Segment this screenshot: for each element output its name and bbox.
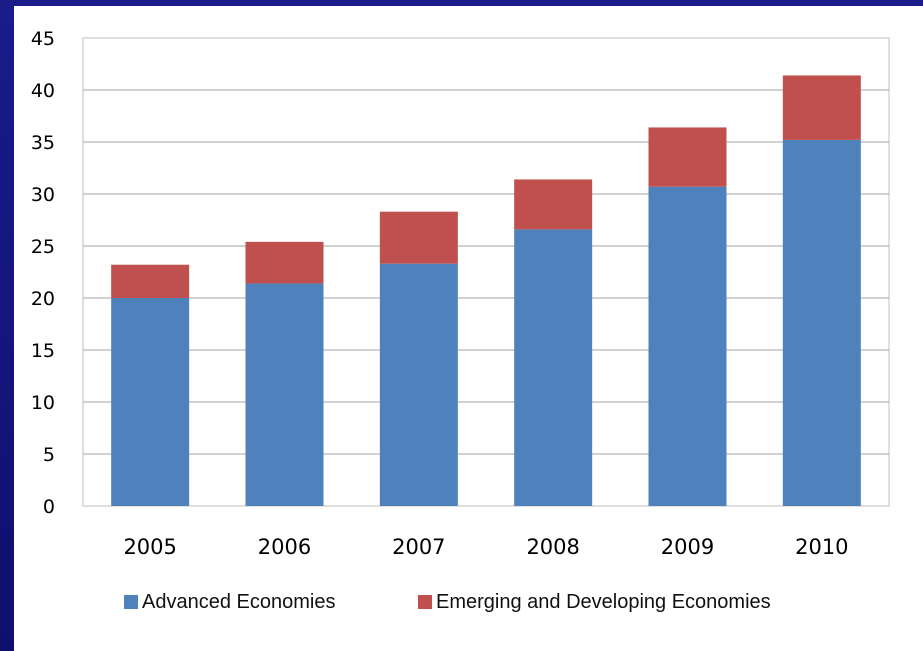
bar-emerging-2010 [782,75,861,140]
y-tick-label: 25 [31,236,55,258]
bar-advanced-2007 [379,263,458,506]
y-tick-label: 35 [31,132,55,154]
y-tick-label: 15 [31,340,55,362]
bar-advanced-2009 [648,186,727,506]
x-tick-label: 2006 [258,535,311,559]
x-tick-label: 2008 [526,535,579,559]
bar-emerging-2006 [245,241,324,284]
x-tick-label: 2010 [795,535,848,559]
x-tick-label: 2009 [661,535,714,559]
bar-emerging-2005 [111,264,190,298]
y-tick-label: 0 [43,496,55,518]
legend-swatch-emerging [418,595,432,609]
y-tick-label: 30 [31,184,55,206]
bar-advanced-2005 [111,298,190,506]
y-tick-label: 45 [31,28,55,50]
bar-advanced-2008 [514,229,593,507]
bar-emerging-2008 [514,179,593,230]
legend-swatch-advanced [124,595,138,609]
bar-emerging-2009 [648,127,727,187]
x-tick-label: 2005 [123,535,176,559]
bar-advanced-2010 [782,139,861,507]
x-tick-label: 2007 [392,535,445,559]
chart-panel: 0 5 10 15 20 25 30 35 40 45 2005 2006 2007 2008 2009 20… [14,6,923,651]
y-tick-label: 5 [43,444,55,466]
y-tick-label: 40 [31,80,55,102]
plot-area-border [82,37,890,507]
stacked-bar-chart: 0 5 10 15 20 25 30 35 40 45 2005 2006 2007 2008 2009 20… [31,28,890,613]
y-tick-label: 10 [31,392,55,414]
y-tick-label: 20 [31,288,55,310]
legend-label-emerging: Emerging and Developing Economies [436,591,771,613]
bar-emerging-2007 [379,211,458,264]
legend-label-advanced: Advanced Economies [142,591,335,613]
bar-advanced-2006 [245,283,324,506]
